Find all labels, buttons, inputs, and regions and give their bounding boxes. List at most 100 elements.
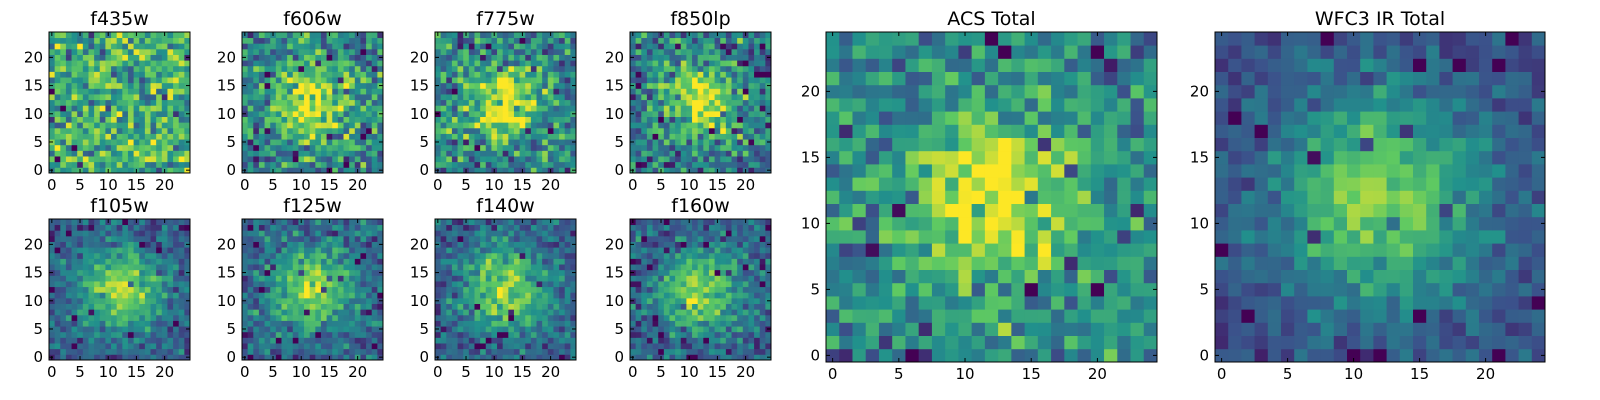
heatmap-cell: [553, 235, 560, 242]
heatmap-cell: [542, 230, 549, 237]
heatmap-cell: [559, 337, 566, 344]
heatmap-cell: [686, 297, 693, 304]
heatmap-cell: [502, 144, 509, 151]
heatmap-cell: [49, 144, 56, 151]
heatmap-cell: [725, 343, 732, 350]
heatmap-cell: [287, 110, 294, 117]
heatmap-cell: [320, 167, 327, 174]
heatmap-cell: [247, 354, 254, 361]
heatmap-cell: [491, 309, 498, 316]
heatmap-cell: [127, 82, 134, 89]
heatmap-cell: [720, 65, 727, 72]
heatmap-cell: [559, 354, 566, 361]
heatmap-cell: [247, 82, 254, 89]
heatmap-cell: [536, 337, 543, 344]
heatmap-cell: [337, 88, 344, 95]
heatmap-cell: [139, 269, 146, 276]
heatmap-cell: [122, 275, 129, 282]
heatmap-cell: [525, 348, 532, 355]
heatmap-cell: [337, 354, 344, 361]
heatmap-cell: [435, 94, 442, 101]
heatmap-cell: [435, 224, 442, 231]
heatmap-cell: [275, 286, 282, 293]
heatmap-cell: [309, 343, 316, 350]
heatmap-cell: [564, 139, 571, 146]
heatmap-cell: [731, 48, 738, 55]
heatmap-cell: [457, 161, 464, 168]
heatmap-cell: [502, 122, 509, 129]
heatmap-cell: [77, 309, 84, 316]
heatmap-cell: [635, 139, 642, 146]
heatmap-cell: [435, 348, 442, 355]
heatmap-cell: [559, 65, 566, 72]
heatmap-cell: [65, 122, 72, 129]
heatmap-cell: [542, 264, 549, 271]
heatmap-cell: [720, 88, 727, 95]
heatmap-cell: [349, 54, 356, 61]
heatmap-cell: [446, 252, 453, 259]
heatmap-cell: [435, 337, 442, 344]
heatmap-cell: [754, 71, 761, 78]
heatmap-cell: [663, 133, 670, 140]
heatmap-cell: [332, 139, 339, 146]
heatmap-cell: [270, 241, 277, 248]
heatmap-cell: [49, 337, 56, 344]
heatmap-cell: [708, 337, 715, 344]
heatmap-cell: [457, 133, 464, 140]
heatmap-cell: [139, 127, 146, 134]
heatmap-cell: [247, 224, 254, 231]
heatmap-cell: [304, 320, 311, 327]
heatmap-cell: [54, 65, 61, 72]
heatmap-cell: [658, 77, 665, 84]
heatmap-cell: [287, 88, 294, 95]
heatmap-cell: [60, 241, 67, 248]
heatmap-cell: [530, 331, 537, 338]
heatmap-cell: [502, 32, 509, 39]
heatmap-cell: [258, 354, 265, 361]
heatmap-cell: [547, 326, 554, 333]
heatmap-cell: [435, 275, 442, 282]
heatmap-cells: [435, 32, 577, 174]
heatmap-cell: [675, 144, 682, 151]
heatmap-cell: [646, 161, 653, 168]
heatmap-cell: [525, 235, 532, 242]
heatmap-cell: [658, 60, 665, 67]
heatmap-cell: [360, 286, 367, 293]
heatmap-cell: [697, 65, 704, 72]
heatmap-cell: [371, 60, 378, 67]
heatmap-cell: [513, 281, 520, 288]
heatmap-cell: [275, 235, 282, 242]
heatmap-cell: [65, 94, 72, 101]
heatmap-cell: [173, 320, 180, 327]
heatmap-cell: [530, 156, 537, 163]
heatmap-cell: [111, 127, 118, 134]
heatmap-cell: [497, 133, 504, 140]
heatmap-cell: [530, 88, 537, 95]
heatmap-cell: [292, 94, 299, 101]
heatmap-cell: [536, 309, 543, 316]
heatmap-cell: [652, 82, 659, 89]
heatmap-cell: [178, 235, 185, 242]
heatmap-cell: [491, 116, 498, 123]
heatmap-cell: [508, 32, 515, 39]
heatmap-cell: [641, 269, 648, 276]
heatmap-cell: [94, 258, 101, 265]
heatmap-cell: [680, 156, 687, 163]
heatmap-cell: [139, 116, 146, 123]
heatmap-cell: [542, 127, 549, 134]
heatmap-cell: [173, 354, 180, 361]
heatmap-cell: [474, 252, 481, 259]
heatmap-cell: [641, 43, 648, 50]
heatmap-cell: [446, 354, 453, 361]
heatmap-cell: [519, 281, 526, 288]
heatmap-cell: [253, 32, 260, 39]
heatmap-cell: [641, 326, 648, 333]
heatmap-cell: [354, 331, 361, 338]
heatmap-cell: [150, 48, 157, 55]
heatmap-cell: [167, 314, 174, 321]
heatmap-cell: [553, 297, 560, 304]
heatmap-cell: [82, 281, 89, 288]
heatmap-cell: [116, 99, 123, 106]
heatmap-cell: [463, 230, 470, 237]
heatmap-cell: [139, 122, 146, 129]
